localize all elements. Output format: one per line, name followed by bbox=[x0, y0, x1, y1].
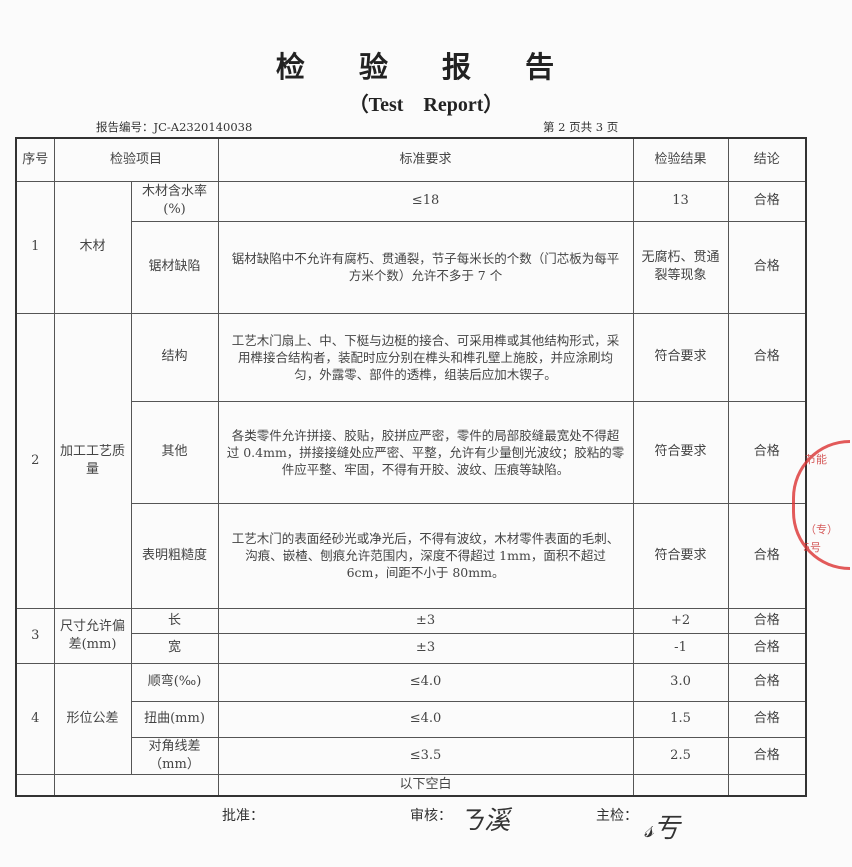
row-item: 扭曲(mm) bbox=[130, 700, 219, 738]
row-no: 2 bbox=[15, 312, 55, 609]
row-conclusion: 合格 bbox=[727, 607, 807, 634]
inspection-table: 序号 检验项目 标准要求 检验结果 结论 1 木材 木材含水率(%) ≤18 1… bbox=[15, 137, 808, 797]
empty-cell bbox=[727, 773, 807, 797]
row-standard: ≤18 bbox=[217, 180, 634, 222]
page-indicator: 第 2 页共 3 页 bbox=[543, 120, 619, 134]
row-standard: 工艺木门的表面经砂光或净光后，不得有波纹，木材零件表面的毛刺、沟痕、嵌楂、刨痕允… bbox=[217, 502, 634, 609]
row-standard: ≤3.5 bbox=[217, 736, 634, 775]
report-title: 检 验 报 告 bbox=[275, 50, 577, 84]
row-result: 3.0 bbox=[632, 662, 729, 702]
row-item: 顺弯(‰) bbox=[130, 662, 219, 702]
header-standard: 标准要求 bbox=[217, 137, 634, 182]
empty-cell bbox=[632, 773, 729, 797]
table-row: 4 形位公差 顺弯(‰) ≤4.0 3.0 合格 bbox=[15, 662, 807, 775]
inspect-signature: 𝓈亐 bbox=[644, 814, 680, 844]
row-result: 1.5 bbox=[632, 700, 729, 738]
row-item: 宽 bbox=[130, 632, 219, 664]
review-signature: ㄋ溪 bbox=[458, 806, 511, 836]
row-standard: ±3 bbox=[217, 607, 634, 634]
empty-cell bbox=[15, 773, 55, 797]
row-group: 形位公差 bbox=[53, 662, 132, 775]
row-conclusion: 合格 bbox=[727, 736, 807, 775]
blank-row: 以下空白 bbox=[15, 773, 807, 797]
report-subtitle: （Test Report） bbox=[348, 94, 504, 116]
row-result: -1 bbox=[632, 632, 729, 664]
table-row: 宽 ±3 -1 合格 bbox=[16, 632, 807, 664]
row-conclusion: 合格 bbox=[727, 700, 807, 738]
row-item: 长 bbox=[130, 607, 219, 634]
row-item: 木材含水率(%) bbox=[130, 180, 219, 222]
report-number: 报告编号：JC-A2320140038 bbox=[96, 120, 253, 134]
table-row: 对角线差（mm） ≤3.5 2.5 合格 bbox=[16, 736, 807, 775]
row-standard: 工艺木门扇上、中、下梃与边梃的接合、可采用榫或其他结构形式，采用榫接合结构者，装… bbox=[217, 312, 634, 402]
row-item: 结构 bbox=[130, 312, 219, 402]
row-result: 无腐朽、贯通裂等现象 bbox=[632, 220, 729, 314]
row-result: 符合要求 bbox=[632, 400, 729, 504]
header-no: 序号 bbox=[15, 137, 55, 182]
table-row: 表明粗糙度 工艺木门的表面经砂光或净光后，不得有波纹，木材零件表面的毛刺、沟痕、… bbox=[16, 502, 807, 609]
header-item: 检验项目 bbox=[53, 137, 219, 182]
row-result: +2 bbox=[632, 607, 729, 634]
row-group: 加工工艺质量 bbox=[53, 312, 132, 609]
header-conclusion: 结论 bbox=[727, 137, 807, 182]
row-item: 锯材缺陷 bbox=[130, 220, 219, 314]
row-conclusion: 合格 bbox=[727, 632, 807, 664]
row-standard: ≤4.0 bbox=[217, 662, 634, 702]
row-item: 其他 bbox=[130, 400, 219, 504]
row-standard: 锯材缺陷中不允许有腐朽、贯通裂，节子每米长的个数（门芯板为每平方米个数）允许不多… bbox=[217, 220, 634, 314]
table-header: 序号 检验项目 标准要求 检验结果 结论 bbox=[15, 137, 807, 182]
row-standard: ≤4.0 bbox=[217, 700, 634, 738]
row-result: 符合要求 bbox=[632, 502, 729, 609]
row-no: 1 bbox=[15, 180, 55, 314]
table-row: 3 尺寸允许偏差(mm) 长 ±3 +2 合格 bbox=[15, 607, 807, 664]
row-standard: 各类零件允许拼接、胶贴，胶拼应严密，零件的局部胶缝最宽处不得超过 0.4mm，拼… bbox=[217, 400, 634, 504]
row-item: 表明粗糙度 bbox=[130, 502, 219, 609]
row-result: 符合要求 bbox=[632, 312, 729, 402]
table-row: 锯材缺陷 锯材缺陷中不允许有腐朽、贯通裂，节子每米长的个数（门芯板为每平方米个数… bbox=[16, 220, 807, 314]
row-no: 4 bbox=[15, 662, 55, 775]
row-no: 3 bbox=[15, 607, 55, 664]
table-row: 1 木材 木材含水率(%) ≤18 13 合格 bbox=[15, 180, 807, 314]
review-label: 审核： bbox=[410, 808, 452, 824]
table-row: 其他 各类零件允许拼接、胶贴，胶拼应严密，零件的局部胶缝最宽处不得超过 0.4m… bbox=[16, 400, 807, 504]
row-conclusion: 合格 bbox=[727, 312, 807, 402]
row-result: 13 bbox=[632, 180, 729, 222]
row-conclusion: 合格 bbox=[727, 662, 807, 702]
blank-note: 以下空白 bbox=[217, 773, 634, 797]
row-result: 2.5 bbox=[632, 736, 729, 775]
row-item: 对角线差（mm） bbox=[130, 736, 219, 775]
row-group: 木材 bbox=[53, 180, 132, 314]
approve-label: 批准： bbox=[222, 808, 264, 824]
table-row: 扭曲(mm) ≤4.0 1.5 合格 bbox=[16, 700, 807, 738]
table-row: 2 加工工艺质量 结构 工艺木门扇上、中、下梃与边梃的接合、可采用榫或其他结构形… bbox=[15, 312, 807, 609]
row-conclusion: 合格 bbox=[727, 180, 807, 222]
row-standard: ±3 bbox=[217, 632, 634, 664]
row-group: 尺寸允许偏差(mm) bbox=[53, 607, 132, 664]
header-result: 检验结果 bbox=[632, 137, 729, 182]
empty-cell bbox=[53, 773, 219, 797]
row-conclusion: 合格 bbox=[727, 220, 807, 314]
inspect-label: 主检： bbox=[596, 808, 638, 824]
